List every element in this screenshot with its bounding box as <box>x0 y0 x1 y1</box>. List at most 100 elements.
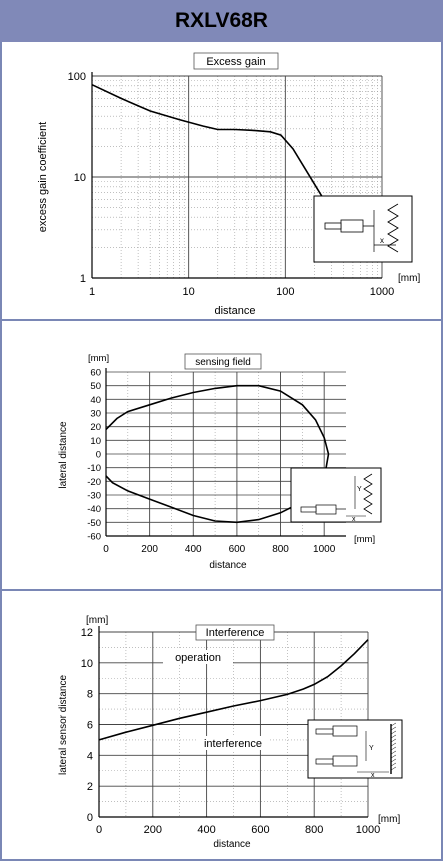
excess-gain-panel: 1 10 100 1000 1 10 100 [mm] distance excess gain … <box>0 42 443 320</box>
sensor-cable <box>324 222 342 230</box>
wall-hatch <box>390 738 397 743</box>
y-tick-label: -20 <box>87 477 101 488</box>
wall-hatch <box>390 754 397 759</box>
distance-marker: x <box>380 236 384 245</box>
x-tick-label: 200 <box>141 544 158 555</box>
wall-hatch <box>390 734 397 739</box>
wall-hatch <box>390 758 397 763</box>
annotation-backdrop <box>163 650 233 664</box>
page-title-text: RXLV68R <box>175 9 268 32</box>
y-tick-label: -40 <box>87 504 101 515</box>
y-tick-label: 100 <box>68 71 86 83</box>
chart-title: Excess gain <box>206 56 265 68</box>
y-axis-label: excess gain coefficient <box>37 122 49 232</box>
x-unit-label: [mm] <box>354 534 375 545</box>
wall-hatch <box>390 730 397 735</box>
sensor-body <box>332 725 358 737</box>
sensor-body <box>340 219 364 233</box>
sensor-inset-diagram: x <box>313 195 413 263</box>
sensing-field-panel: 0 200 400 600 800 1000 -60 -50 -40 -30 -20 -10 0 10 20… <box>0 320 443 590</box>
y-tick-label: 10 <box>90 436 101 447</box>
x-tick-label: 0 <box>96 824 102 836</box>
chart-title: Interference <box>206 627 265 639</box>
y-tick-label: 0 <box>87 812 93 824</box>
wall-hatch <box>390 750 397 755</box>
chart-title-box <box>193 52 279 70</box>
wall-hatch <box>390 762 397 767</box>
x-tick-label: 400 <box>185 544 202 555</box>
series-line <box>105 384 330 524</box>
wall-hatch <box>390 722 397 727</box>
series-line <box>98 639 369 741</box>
y-axis-label: lateral sensor distance <box>58 675 69 775</box>
x-axis-label: distance <box>213 839 251 850</box>
lateral-marker: Y <box>369 745 374 752</box>
sensor-inset-diagram: xY <box>290 467 382 523</box>
x-tick-label: 100 <box>276 286 294 298</box>
x-axis-label: distance <box>209 560 247 571</box>
y-tick-label: 12 <box>81 627 93 639</box>
x-tick-label: 800 <box>272 544 289 555</box>
chart-title-box <box>195 624 275 641</box>
y-tick-label: 60 <box>90 368 101 379</box>
chart-title-box <box>184 353 262 370</box>
wall-hatch <box>390 766 397 771</box>
panel-divider <box>0 589 443 591</box>
target-surface <box>363 473 373 515</box>
page-title: RXLV68R <box>0 0 443 42</box>
y-tick-label: -60 <box>87 532 101 543</box>
x-unit-label: [mm] <box>398 273 420 284</box>
y-tick-label: 10 <box>81 658 93 670</box>
y-tick-label: -50 <box>87 518 101 529</box>
sensor-cable <box>315 758 334 765</box>
y-tick-label: -10 <box>87 463 101 474</box>
y-tick-label: 0 <box>96 450 101 461</box>
region-label-interference: interference <box>204 738 262 750</box>
x-tick-label: 1 <box>89 286 95 298</box>
x-tick-label: 600 <box>251 824 269 836</box>
lateral-marker: Y <box>357 486 362 493</box>
sensor-body <box>332 755 358 767</box>
wall-hatch <box>390 746 397 751</box>
x-tick-label: 400 <box>197 824 215 836</box>
y-tick-label: 50 <box>90 381 101 392</box>
series-line <box>91 83 333 230</box>
x-unit-label: [mm] <box>378 814 400 825</box>
interference-panel: 0 200 400 600 800 1000 0 2 4 6 8 10 12 [mm] [mm] distan… <box>0 590 443 861</box>
sensor-body <box>315 504 337 515</box>
wall-hatch <box>390 742 397 747</box>
x-tick-label: 600 <box>229 544 246 555</box>
chart-title: sensing field <box>195 357 251 368</box>
y-tick-label: 10 <box>74 172 86 184</box>
sensing-field-chart: 0 200 400 600 800 1000 -60 -50 -40 -30 -20 -10 0 10 20… <box>58 353 382 571</box>
x-tick-label: 1000 <box>313 544 336 555</box>
annotation-backdrop <box>196 736 270 750</box>
x-tick-label: 1000 <box>370 286 394 298</box>
distance-marker: x <box>371 772 375 779</box>
y-tick-label: -30 <box>87 491 101 502</box>
x-tick-label: 200 <box>144 824 162 836</box>
y-tick-label: 6 <box>87 720 93 732</box>
x-axis-label: distance <box>215 305 256 317</box>
sensor-cable <box>300 506 317 513</box>
excess-gain-chart: 1 10 100 1000 1 10 100 [mm] distance excess gain … <box>37 52 420 317</box>
sensor-inset-diagram: Yx <box>307 719 403 779</box>
y-tick-label: 4 <box>87 750 93 762</box>
wall-hatch <box>390 726 397 731</box>
y-tick-label: 40 <box>90 395 101 406</box>
y-unit-label: [mm] <box>86 615 108 626</box>
interference-chart: 0 200 400 600 800 1000024681012[mm][mm]distan… <box>58 615 403 850</box>
y-axis-label: lateral distance <box>58 421 69 489</box>
y-tick-label: 1 <box>80 273 86 285</box>
region-label-operation: operation <box>175 652 221 664</box>
x-tick-label: 0 <box>103 544 109 555</box>
distance-marker: x <box>352 516 356 523</box>
y-tick-label: 30 <box>90 409 101 420</box>
panel-divider <box>0 319 443 321</box>
x-tick-label: 1000 <box>356 824 380 836</box>
x-tick-label: 800 <box>305 824 323 836</box>
y-unit-label: [mm] <box>88 353 109 364</box>
x-tick-label: 10 <box>183 286 195 298</box>
y-tick-label: 20 <box>90 422 101 433</box>
